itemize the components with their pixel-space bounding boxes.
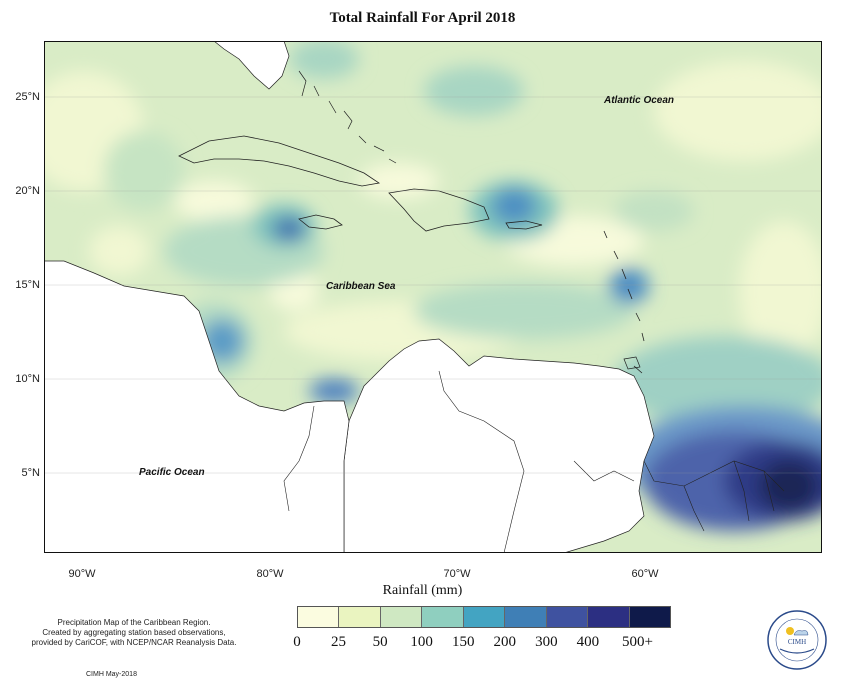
sun-icon (786, 627, 794, 635)
south-america-land (343, 338, 655, 553)
caribbean-sea-label: Caribbean Sea (326, 281, 396, 292)
legend-label: 25 (331, 634, 347, 650)
legend-label: 150 (451, 634, 475, 650)
logo-text: CIMH (788, 638, 806, 646)
country-borders (283, 370, 785, 553)
map-title: Total Rainfall For April 2018 (329, 10, 516, 26)
legend-label: 500+ (621, 634, 653, 650)
y-tick-label: 25°N (15, 91, 40, 103)
y-tick-label: 5°N (21, 467, 40, 479)
jamaica-outline (298, 214, 343, 230)
legend-swatch (588, 607, 630, 627)
x-axis-title: Rainfall (mm) (382, 583, 463, 598)
central-america-land (44, 260, 350, 553)
y-tick-label: 10°N (15, 373, 40, 385)
credit-line: provided by CariCOF, with NCEP/NCAR Rean… (31, 638, 237, 647)
legend-label: 300 (535, 634, 558, 650)
x-tick-label: 70°W (443, 568, 471, 580)
credit-line: Precipitation Map of the Caribbean Regio… (57, 618, 211, 627)
hispaniola-outline (388, 188, 490, 232)
rainfall-map: Atlantic Ocean Caribbean Sea Pacific Oce… (44, 41, 822, 553)
credit-line: Created by aggregating station based obs… (42, 628, 226, 637)
trinidad-outline (623, 356, 641, 370)
bahamas-islands (298, 70, 397, 164)
y-tick-label: 20°N (15, 185, 40, 197)
lesser-antilles (603, 230, 645, 374)
map-frame (44, 41, 822, 553)
lat-lon-grid (44, 96, 822, 474)
legend-swatch (629, 607, 670, 627)
rainfall-legend (297, 606, 671, 628)
legend-label: 100 (410, 634, 433, 650)
legend-swatch (546, 607, 589, 627)
y-tick-label: 15°N (15, 279, 40, 291)
puerto-rico-outline (505, 220, 543, 230)
map-date: CIMH May-2018 (86, 671, 137, 678)
legend-swatch (339, 607, 381, 627)
map-credits: Precipitation Map of the Caribbean Regio… (14, 618, 254, 648)
cimh-logo: CIMH (767, 610, 827, 670)
legend-label: 0 (293, 634, 301, 650)
rainfall-field (44, 41, 822, 531)
cloud-icon (793, 630, 809, 636)
atlantic-ocean-label: Atlantic Ocean (603, 95, 674, 106)
legend-swatch (298, 607, 340, 627)
x-tick-label: 80°W (256, 568, 284, 580)
legend-swatch (505, 607, 547, 627)
legend-label: 50 (372, 634, 388, 650)
florida-land (213, 41, 290, 90)
x-tick-label: 90°W (68, 568, 96, 580)
x-tick-label: 60°W (631, 568, 659, 580)
legend-label: 400 (576, 634, 600, 650)
legend-swatch (422, 607, 464, 627)
legend-swatch (380, 607, 423, 627)
cuba-outline (178, 135, 381, 187)
pacific-ocean-label: Pacific Ocean (139, 467, 205, 478)
legend-swatch (463, 607, 506, 627)
legend-label: 200 (493, 634, 517, 650)
